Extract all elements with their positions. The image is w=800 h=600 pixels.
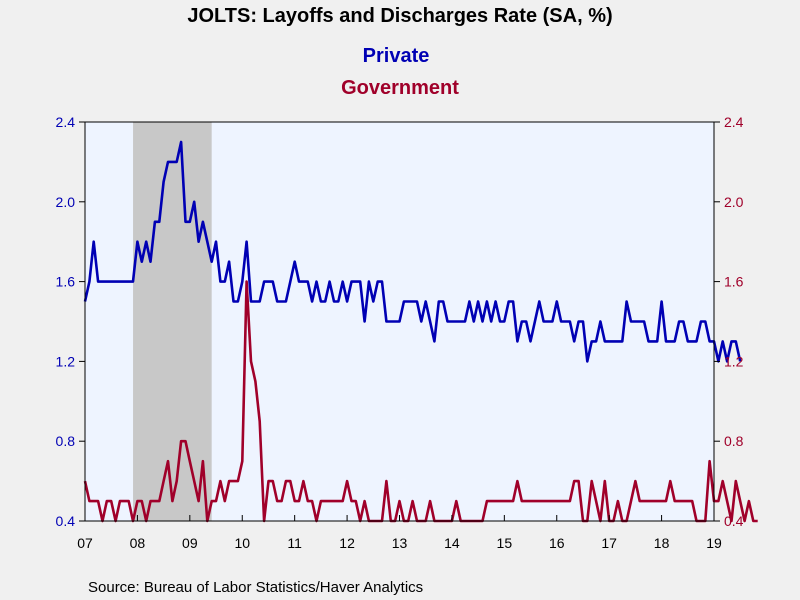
x-tick-label: 16: [549, 535, 565, 551]
y-tick-label-right: 2.0: [724, 194, 744, 210]
y-tick-label-right: 2.4: [724, 114, 744, 130]
x-tick-label: 07: [77, 535, 93, 551]
series-label-government: Government: [341, 77, 459, 99]
y-tick-label-right: 1.6: [724, 274, 744, 290]
x-tick-label: 14: [444, 535, 460, 551]
series-line-private: [83, 140, 742, 363]
x-tick-label: 18: [654, 535, 670, 551]
axis-ticks: 0.4 0.4 0.8 0.8 1.2 1.2 1.6 1.6 2.0 2.0 2.4 2.4 07 08…: [56, 114, 744, 551]
y-tick-label-right: 1.2: [724, 353, 744, 369]
source-note: Source: Bureau of Labor Statistics/Haver…: [88, 579, 423, 596]
chart-title: JOLTS: Layoffs and Discharges Rate (SA, …: [187, 5, 612, 27]
series-label-private: Private: [363, 45, 430, 67]
y-tick-label-left: 0.8: [56, 433, 76, 449]
y-tick-label-left: 2.0: [56, 194, 76, 210]
x-tick-label: 17: [601, 535, 617, 551]
y-tick-label-left: 2.4: [56, 114, 76, 130]
x-tick-label: 10: [234, 535, 250, 551]
x-tick-label: 12: [339, 535, 355, 551]
y-tick-label-left: 0.4: [56, 513, 76, 529]
recession-band: [133, 122, 212, 521]
y-tick-label-right: 0.4: [724, 513, 744, 529]
x-tick-label: 13: [392, 535, 408, 551]
y-tick-label-left: 1.6: [56, 274, 76, 290]
x-tick-label: 11: [287, 535, 302, 551]
x-tick-label: 09: [182, 535, 198, 551]
x-tick-label: 08: [130, 535, 146, 551]
y-tick-label-right: 0.8: [724, 433, 744, 449]
x-tick-label: 19: [706, 535, 722, 551]
y-tick-label-left: 1.2: [56, 353, 76, 369]
x-tick-label: 15: [497, 535, 513, 551]
